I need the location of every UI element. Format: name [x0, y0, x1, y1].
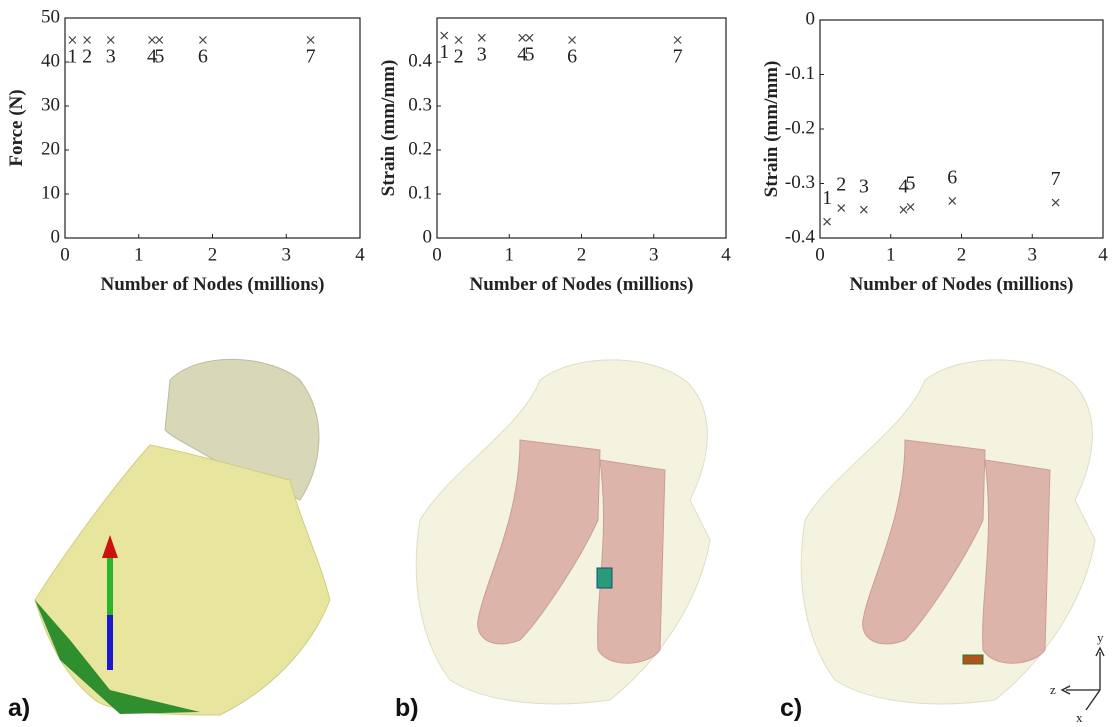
point — [674, 37, 681, 44]
y-tick-label: 40 — [41, 50, 60, 71]
x-tick-label: 2 — [208, 244, 218, 265]
point-label: 5 — [524, 43, 534, 65]
point — [149, 37, 156, 44]
point — [519, 34, 526, 41]
point — [824, 218, 831, 225]
point-label: 2 — [454, 46, 464, 68]
point — [1052, 199, 1059, 206]
point-label: 7 — [673, 46, 683, 68]
axis-triad — [1062, 648, 1104, 710]
x-axis-label: Number of Nodes (millions) — [101, 274, 325, 295]
y-tick-label: 0.2 — [408, 138, 432, 159]
x-tick-label: 0 — [432, 244, 442, 265]
point — [455, 37, 462, 44]
x-tick-label: 0 — [60, 244, 70, 265]
triad-label: x — [1076, 710, 1083, 725]
panel-label: a) — [8, 694, 30, 722]
point — [949, 197, 956, 204]
x-tick-label: 1 — [505, 244, 515, 265]
y-tick-label: 0 — [51, 226, 61, 247]
x-tick-label: 2 — [577, 244, 587, 265]
point — [84, 37, 91, 44]
point — [199, 37, 206, 44]
y-tick-label: 0 — [806, 8, 816, 29]
point — [478, 34, 485, 41]
point-label: 1 — [439, 41, 449, 63]
y-tick-label: 0.3 — [408, 94, 432, 115]
plot-frame — [820, 20, 1103, 238]
y-tick-label: 0.1 — [408, 182, 432, 203]
y-axis-label: Force (N) — [6, 89, 27, 166]
triad-label: y — [1097, 630, 1104, 645]
y-tick-label: -0.3 — [785, 172, 815, 193]
point-label: 3 — [859, 175, 869, 197]
y-tick-label: 30 — [41, 94, 60, 115]
y-tick-label: -0.1 — [785, 63, 815, 84]
x-axis-label: Number of Nodes (millions) — [470, 274, 694, 295]
y-tick-label: 10 — [41, 182, 60, 203]
point — [107, 37, 114, 44]
point — [838, 205, 845, 212]
y-tick-label: 0.4 — [408, 50, 432, 71]
x-tick-label: 2 — [957, 244, 967, 265]
y-tick-label: -0.2 — [785, 117, 815, 138]
model-b — [416, 360, 710, 704]
x-tick-label: 1 — [886, 244, 896, 265]
point — [307, 37, 314, 44]
y-axis-label: Strain (mm/mm) — [378, 60, 399, 197]
triad-label: z — [1050, 682, 1056, 697]
point — [441, 32, 448, 39]
x-tick-label: 3 — [282, 244, 292, 265]
point — [569, 37, 576, 44]
x-tick-label: 4 — [355, 244, 365, 265]
x-tick-label: 4 — [1098, 244, 1108, 265]
point-label: 1 — [822, 187, 832, 209]
y-tick-label: -0.4 — [785, 226, 816, 247]
y-axis-label: Strain (mm/mm) — [761, 61, 782, 198]
point-label: 3 — [477, 43, 487, 65]
point-label: 2 — [82, 46, 92, 68]
point — [900, 206, 907, 213]
point-label: 6 — [567, 46, 577, 68]
point-label: 5 — [154, 46, 164, 68]
point — [156, 37, 163, 44]
x-tick-label: 3 — [1028, 244, 1038, 265]
x-tick-label: 3 — [649, 244, 659, 265]
point — [907, 203, 914, 210]
x-axis-label: Number of Nodes (millions) — [850, 274, 1074, 295]
x-tick-label: 0 — [815, 244, 825, 265]
panel-label: c) — [780, 694, 802, 722]
point-label: 5 — [906, 173, 916, 195]
point-label: 7 — [306, 46, 316, 68]
point-label: 2 — [836, 174, 846, 196]
model-a — [35, 359, 330, 715]
x-tick-label: 1 — [134, 244, 144, 265]
panel-label: b) — [395, 694, 419, 722]
point-label: 1 — [67, 46, 77, 68]
point — [860, 206, 867, 213]
point-label: 6 — [947, 167, 957, 189]
y-tick-label: 50 — [41, 6, 60, 27]
x-tick-label: 4 — [721, 244, 731, 265]
model-c — [801, 360, 1095, 704]
y-tick-label: 0 — [423, 226, 433, 247]
point — [69, 37, 76, 44]
figure: y z x a) b) c) 0123401020304050Number of… — [0, 0, 1114, 727]
point-label: 3 — [106, 46, 116, 68]
y-tick-label: 20 — [41, 138, 60, 159]
point-label: 6 — [198, 46, 208, 68]
point-label: 7 — [1051, 168, 1061, 190]
point — [526, 34, 533, 41]
